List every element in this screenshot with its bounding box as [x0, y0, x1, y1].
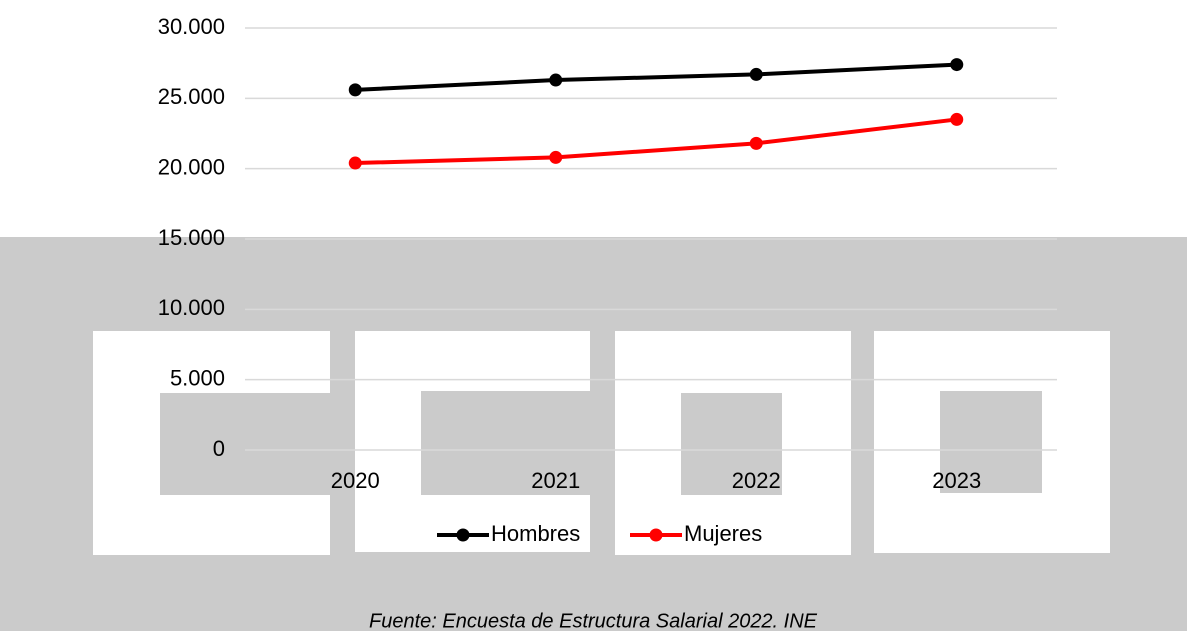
watermark-cutout	[681, 393, 782, 495]
y-tick-label: 20.000	[158, 154, 225, 179]
data-point	[950, 58, 964, 72]
source-note: Fuente: Encuesta de Estructura Salarial …	[369, 610, 818, 631]
watermark	[0, 237, 1187, 631]
watermark-cutout	[421, 391, 591, 495]
series-line	[355, 62, 957, 92]
data-point	[549, 150, 563, 164]
legend-marker	[456, 528, 470, 542]
y-tick-label: 0	[213, 436, 225, 461]
x-tick-label: 2021	[531, 468, 580, 493]
x-tick-label: 2020	[331, 468, 380, 493]
y-tick-label: 15.000	[158, 225, 225, 250]
y-tick-label: 25.000	[158, 84, 225, 109]
y-tick-label: 30.000	[158, 14, 225, 39]
watermark-cutout	[940, 391, 1042, 493]
x-tick-label: 2023	[932, 468, 981, 493]
data-point	[348, 156, 362, 170]
legend-label: Mujeres	[684, 521, 762, 546]
y-tick-label: 10.000	[158, 295, 225, 320]
data-point	[950, 112, 964, 126]
data-point	[749, 136, 763, 150]
data-point	[348, 83, 362, 97]
data-point	[749, 67, 763, 81]
y-tick-label: 5.000	[170, 365, 225, 390]
series-line	[355, 117, 957, 166]
watermark-cutout	[160, 393, 331, 495]
x-tick-label: 2022	[732, 468, 781, 493]
legend-marker	[649, 528, 663, 542]
legend-label: Hombres	[491, 521, 580, 546]
data-point	[549, 73, 563, 87]
